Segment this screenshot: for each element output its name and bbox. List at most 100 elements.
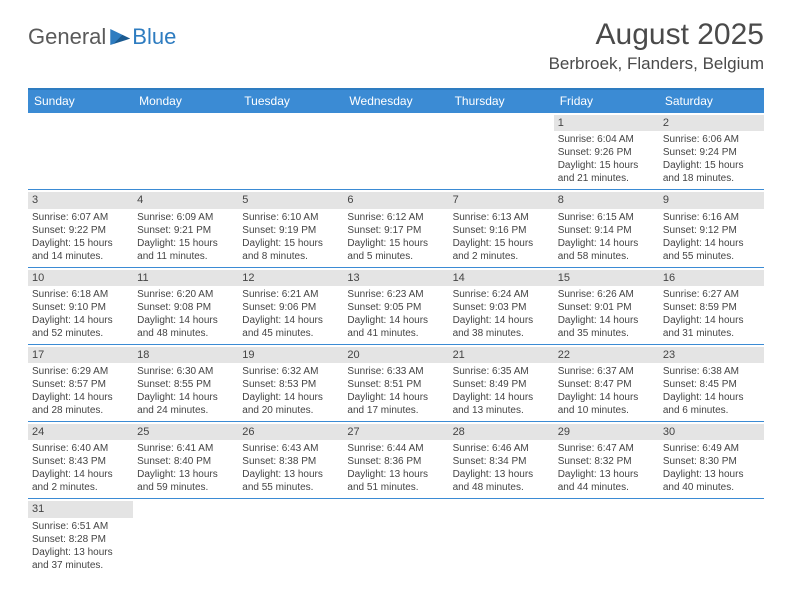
day-cell: 21Sunrise: 6:35 AMSunset: 8:49 PMDayligh… — [449, 345, 554, 421]
day-number: 1 — [558, 117, 564, 129]
day-number: 28 — [453, 426, 465, 438]
sunrise-text: Sunrise: 6:46 AM — [453, 442, 550, 455]
day-header: Friday — [554, 90, 659, 113]
day-number: 17 — [32, 349, 44, 361]
daynum-row: 25 — [133, 424, 238, 440]
sunrise-text: Sunrise: 6:35 AM — [453, 365, 550, 378]
daynum-row: 4 — [133, 192, 238, 208]
daylight-text: Daylight: 15 hours and 14 minutes. — [32, 237, 129, 263]
daylight-text: Daylight: 14 hours and 24 minutes. — [137, 391, 234, 417]
day-cell: 27Sunrise: 6:44 AMSunset: 8:36 PMDayligh… — [343, 422, 448, 498]
sunrise-text: Sunrise: 6:07 AM — [32, 211, 129, 224]
sunset-text: Sunset: 9:08 PM — [137, 301, 234, 314]
daynum-row: 15 — [554, 270, 659, 286]
daynum-row: 3 — [28, 192, 133, 208]
daylight-text: Daylight: 14 hours and 2 minutes. — [32, 468, 129, 494]
sunrise-text: Sunrise: 6:13 AM — [453, 211, 550, 224]
day-cell: 31Sunrise: 6:51 AMSunset: 8:28 PMDayligh… — [28, 499, 133, 575]
logo-text-1: General — [28, 24, 106, 50]
sunrise-text: Sunrise: 6:09 AM — [137, 211, 234, 224]
daylight-text: Daylight: 14 hours and 20 minutes. — [242, 391, 339, 417]
sunrise-text: Sunrise: 6:29 AM — [32, 365, 129, 378]
day-cell: 10Sunrise: 6:18 AMSunset: 9:10 PMDayligh… — [28, 268, 133, 344]
day-number: 22 — [558, 349, 570, 361]
sunset-text: Sunset: 9:21 PM — [137, 224, 234, 237]
day-number: 4 — [137, 194, 143, 206]
daynum-row: 2 — [659, 115, 764, 131]
day-cell: 24Sunrise: 6:40 AMSunset: 8:43 PMDayligh… — [28, 422, 133, 498]
day-header: Sunday — [28, 90, 133, 113]
daylight-text: Daylight: 14 hours and 41 minutes. — [347, 314, 444, 340]
sunrise-text: Sunrise: 6:40 AM — [32, 442, 129, 455]
sunrise-text: Sunrise: 6:23 AM — [347, 288, 444, 301]
sunset-text: Sunset: 8:59 PM — [663, 301, 760, 314]
day-cell: 29Sunrise: 6:47 AMSunset: 8:32 PMDayligh… — [554, 422, 659, 498]
week-row: 17 Sunrise: 6:29 AMSunset: 8:57 PM Dayligh… — [28, 345, 764, 422]
day-header: Saturday — [659, 90, 764, 113]
sunset-text: Sunset: 9:05 PM — [347, 301, 444, 314]
daylight-text: Daylight: 15 hours and 8 minutes. — [242, 237, 339, 263]
day-number: 12 — [242, 272, 254, 284]
sunrise-text: Sunrise: 6:44 AM — [347, 442, 444, 455]
daylight-text: Daylight: 13 hours and 37 minutes. — [32, 546, 129, 572]
day-header: Tuesday — [238, 90, 343, 113]
sunset-text: Sunset: 8:34 PM — [453, 455, 550, 468]
sunrise-text: Sunrise: 6:18 AM — [32, 288, 129, 301]
logo: General Blue — [28, 24, 176, 50]
week-row: 3Sunrise: 6:07 AMSunset: 9:22 PMDaylight… — [28, 190, 764, 267]
sunset-text: Sunset: 9:12 PM — [663, 224, 760, 237]
day-number: 9 — [663, 194, 669, 206]
sunset-text: Sunset: 9:14 PM — [558, 224, 655, 237]
sunset-text: Sunset: 8:40 PM — [137, 455, 234, 468]
day-cell: 23Sunrise: 6:38 AMSunset: 8:45 PMDayligh… — [659, 345, 764, 421]
daylight-text: Daylight: 13 hours and 40 minutes. — [663, 468, 760, 494]
sunrise-text: Sunrise: 6:30 AM — [137, 365, 234, 378]
sunset-text: Sunset: 8:57 PM — [32, 378, 129, 391]
day-cell: 1Sunrise: 6:04 AMSunset: 9:26 PMDaylight… — [554, 113, 659, 189]
sunrise-text: Sunrise: 6:12 AM — [347, 211, 444, 224]
daynum-row: 5 — [238, 192, 343, 208]
daynum-row: 24 — [28, 424, 133, 440]
weeks-container: 1Sunrise: 6:04 AMSunset: 9:26 PMDaylight… — [28, 113, 764, 576]
day-number: 13 — [347, 272, 359, 284]
daylight-text: Daylight: 13 hours and 51 minutes. — [347, 468, 444, 494]
day-header-row: Sunday Monday Tuesday Wednesday Thursday… — [28, 90, 764, 113]
sunrise-text: Sunrise: 6:20 AM — [137, 288, 234, 301]
day-cell: 20Sunrise: 6:33 AMSunset: 8:51 PMDayligh… — [343, 345, 448, 421]
daynum-row: 17 — [28, 347, 133, 363]
day-number: 5 — [242, 194, 248, 206]
daylight-text: Daylight: 14 hours and 55 minutes. — [663, 237, 760, 263]
sunset-text: Sunset: 9:24 PM — [663, 146, 760, 159]
day-number: 7 — [453, 194, 459, 206]
day-cell: 13 Sunrise: 6:23 AMSunset: 9:05 PMDayligh… — [343, 268, 448, 344]
sunrise-text: Sunrise: 6:06 AM — [663, 133, 760, 146]
day-number: 18 — [137, 349, 149, 361]
day-number: 15 — [558, 272, 570, 284]
day-cell: 9Sunrise: 6:16 AMSunset: 9:12 PMDaylight… — [659, 190, 764, 266]
day-cell — [133, 113, 238, 189]
sunset-text: Sunset: 9:26 PM — [558, 146, 655, 159]
daynum-row: 22 — [554, 347, 659, 363]
sunset-text: Sunset: 8:49 PM — [453, 378, 550, 391]
day-number: 19 — [242, 349, 254, 361]
logo-flag-icon — [110, 29, 130, 45]
day-header: Thursday — [449, 90, 554, 113]
day-cell: 30Sunrise: 6:49 AMSunset: 8:30 PMDayligh… — [659, 422, 764, 498]
daylight-text: Daylight: 13 hours and 55 minutes. — [242, 468, 339, 494]
sunrise-text: Sunrise: 6:51 AM — [32, 520, 129, 533]
day-cell — [554, 499, 659, 575]
daylight-text: Daylight: 14 hours and 6 minutes. — [663, 391, 760, 417]
sunset-text: Sunset: 8:30 PM — [663, 455, 760, 468]
sunset-text: Sunset: 8:38 PM — [242, 455, 339, 468]
day-header: Wednesday — [343, 90, 448, 113]
daynum-row: 10 — [28, 270, 133, 286]
sunrise-text: Sunrise: 6:49 AM — [663, 442, 760, 455]
sunset-text: Sunset: 8:45 PM — [663, 378, 760, 391]
daylight-text: Daylight: 15 hours and 11 minutes. — [137, 237, 234, 263]
daynum-row: 9 — [659, 192, 764, 208]
week-row: 31Sunrise: 6:51 AMSunset: 8:28 PMDayligh… — [28, 499, 764, 575]
daynum-row: 7 — [449, 192, 554, 208]
day-number: 27 — [347, 426, 359, 438]
daynum-row: 23 — [659, 347, 764, 363]
day-cell: 26Sunrise: 6:43 AMSunset: 8:38 PMDayligh… — [238, 422, 343, 498]
